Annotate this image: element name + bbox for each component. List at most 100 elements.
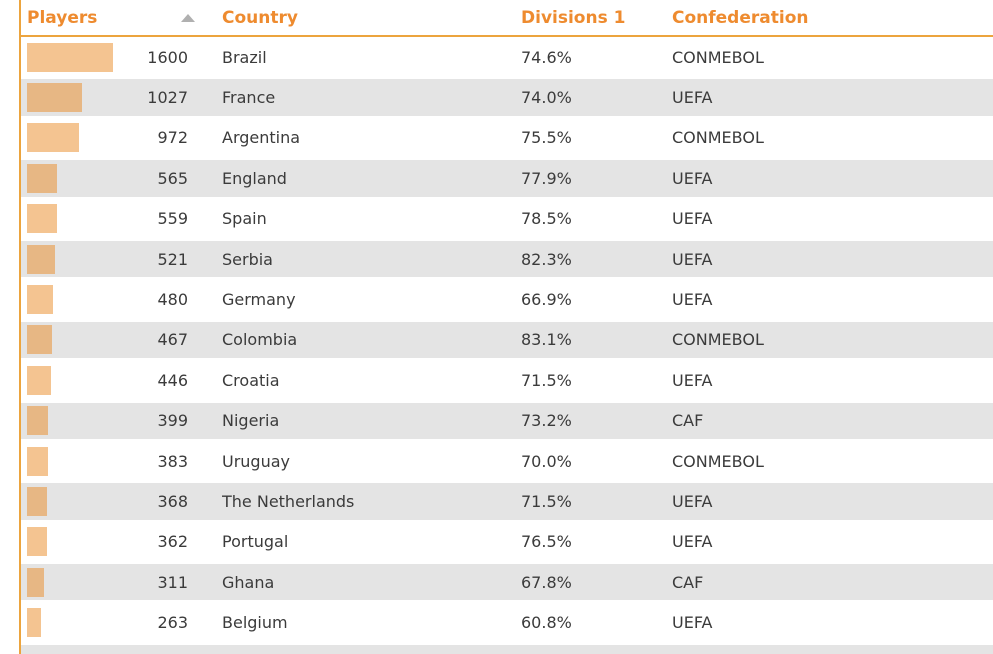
players-bar xyxy=(27,42,113,72)
confederation-cell: UEFA xyxy=(672,249,713,269)
table-header-row: Players Country Divisions 1 Confederatio… xyxy=(21,0,993,37)
players-bar xyxy=(27,204,57,234)
players-table: Players Country Divisions 1 Confederatio… xyxy=(19,0,993,654)
table-row: 467 Colombia 83.1% CONMEBOL xyxy=(21,319,993,361)
country-cell: Portugal xyxy=(222,532,289,552)
confederation-cell: CONMEBOL xyxy=(672,47,764,67)
country-cell: Brazil xyxy=(222,47,267,67)
players-cell: 383 xyxy=(21,441,188,481)
country-cell: Ghana xyxy=(222,572,275,592)
players-bar xyxy=(27,83,83,113)
country-cell: France xyxy=(222,88,276,108)
players-bar xyxy=(27,325,53,355)
divisions-1-cell: 73.2% xyxy=(521,411,572,431)
table-row: 565 England 77.9% UEFA xyxy=(21,158,993,199)
country-cell: The Netherlands xyxy=(222,491,355,511)
divisions-1-cell: 78.5% xyxy=(521,209,572,229)
players-bar xyxy=(27,365,51,395)
divisions-1-cell: 71.5% xyxy=(521,370,572,390)
country-cell: England xyxy=(222,168,287,188)
country-cell: Croatia xyxy=(222,370,280,390)
country-cell: Spain xyxy=(222,209,267,229)
column-header-players[interactable]: Players xyxy=(21,7,195,28)
players-cell: 521 xyxy=(21,241,188,277)
column-header-players-label: Players xyxy=(27,7,98,28)
divisions-1-cell: 82.3% xyxy=(521,249,572,269)
players-value: 521 xyxy=(157,249,188,269)
players-bar xyxy=(27,285,53,315)
divisions-1-cell: 60.8% xyxy=(521,613,572,633)
players-value: 362 xyxy=(157,532,188,552)
players-cell: 565 xyxy=(21,160,188,196)
divisions-1-cell: 76.5% xyxy=(521,532,572,552)
country-cell: Argentina xyxy=(222,128,301,148)
country-cell: Belgium xyxy=(222,613,288,633)
divisions-1-cell: 77.9% xyxy=(521,168,572,188)
table-row: 368 The Netherlands 71.5% UEFA xyxy=(21,481,993,522)
table-row: 521 Serbia 82.3% UEFA xyxy=(21,238,993,280)
players-cell: 467 xyxy=(21,322,188,358)
players-bar xyxy=(27,446,48,476)
country-cell: Colombia xyxy=(222,330,298,350)
players-bar xyxy=(27,244,55,274)
column-header-country[interactable]: Country xyxy=(222,7,298,28)
players-cell: 559 xyxy=(21,199,188,239)
confederation-cell: UEFA xyxy=(672,290,713,310)
table-row: 399 Nigeria 73.2% CAF xyxy=(21,400,993,441)
players-cell: 362 xyxy=(21,522,188,562)
players-bar xyxy=(27,163,58,193)
confederation-cell: UEFA xyxy=(672,88,713,108)
players-cell: 446 xyxy=(21,360,188,400)
players-value: 311 xyxy=(157,572,188,592)
players-cell: 1600 xyxy=(21,37,188,77)
column-header-divisions-1[interactable]: Divisions 1 xyxy=(521,7,626,28)
players-bar xyxy=(27,123,80,153)
table-row: 362 Portugal 76.5% UEFA xyxy=(21,522,993,562)
table-body: 1600 Brazil 74.6% CONMEBOL 1027 France 7… xyxy=(21,37,993,643)
table-row: 972 Argentina 75.5% CONMEBOL xyxy=(21,118,993,158)
players-value: 565 xyxy=(157,168,188,188)
table-row: 559 Spain 78.5% UEFA xyxy=(21,199,993,239)
players-bar xyxy=(27,567,44,597)
players-cell: 263 xyxy=(21,602,188,642)
players-cell: 399 xyxy=(21,403,188,439)
divisions-1-cell: 70.0% xyxy=(521,451,572,471)
players-cell: 480 xyxy=(21,279,188,319)
table-row: 383 Uruguay 70.0% CONMEBOL xyxy=(21,441,993,481)
confederation-cell: CONMEBOL xyxy=(672,451,764,471)
divisions-1-cell: 71.5% xyxy=(521,491,572,511)
players-cell: 972 xyxy=(21,118,188,158)
confederation-cell: UEFA xyxy=(672,613,713,633)
table-row: 1027 France 74.0% UEFA xyxy=(21,77,993,118)
table-row: 311 Ghana 67.8% CAF xyxy=(21,562,993,603)
divisions-1-cell: 67.8% xyxy=(521,572,572,592)
confederation-cell: CAF xyxy=(672,411,704,431)
confederation-cell: UEFA xyxy=(672,491,713,511)
players-value: 480 xyxy=(157,290,188,310)
divisions-1-cell: 74.6% xyxy=(521,47,572,67)
players-value: 368 xyxy=(157,491,188,511)
players-value: 446 xyxy=(157,370,188,390)
country-cell: Nigeria xyxy=(222,411,280,431)
players-bar xyxy=(27,406,49,436)
sort-ascending-icon[interactable] xyxy=(181,13,195,22)
divisions-1-cell: 74.0% xyxy=(521,88,572,108)
confederation-cell: UEFA xyxy=(672,532,713,552)
confederation-cell: CAF xyxy=(672,572,704,592)
column-header-confederation[interactable]: Confederation xyxy=(672,7,809,28)
confederation-cell: UEFA xyxy=(672,370,713,390)
table-row: 446 Croatia 71.5% UEFA xyxy=(21,360,993,400)
players-value: 383 xyxy=(157,451,188,471)
players-cell: 368 xyxy=(21,483,188,519)
players-value: 1600 xyxy=(147,47,188,67)
divisions-1-cell: 75.5% xyxy=(521,128,572,148)
confederation-cell: UEFA xyxy=(672,168,713,188)
players-cell: 311 xyxy=(21,564,188,600)
players-bar xyxy=(27,486,47,516)
divisions-1-cell: 83.1% xyxy=(521,330,572,350)
players-bar xyxy=(27,608,42,638)
players-value: 467 xyxy=(157,330,188,350)
partial-next-row xyxy=(21,642,993,654)
players-cell: 1027 xyxy=(21,79,188,115)
players-value: 972 xyxy=(157,128,188,148)
